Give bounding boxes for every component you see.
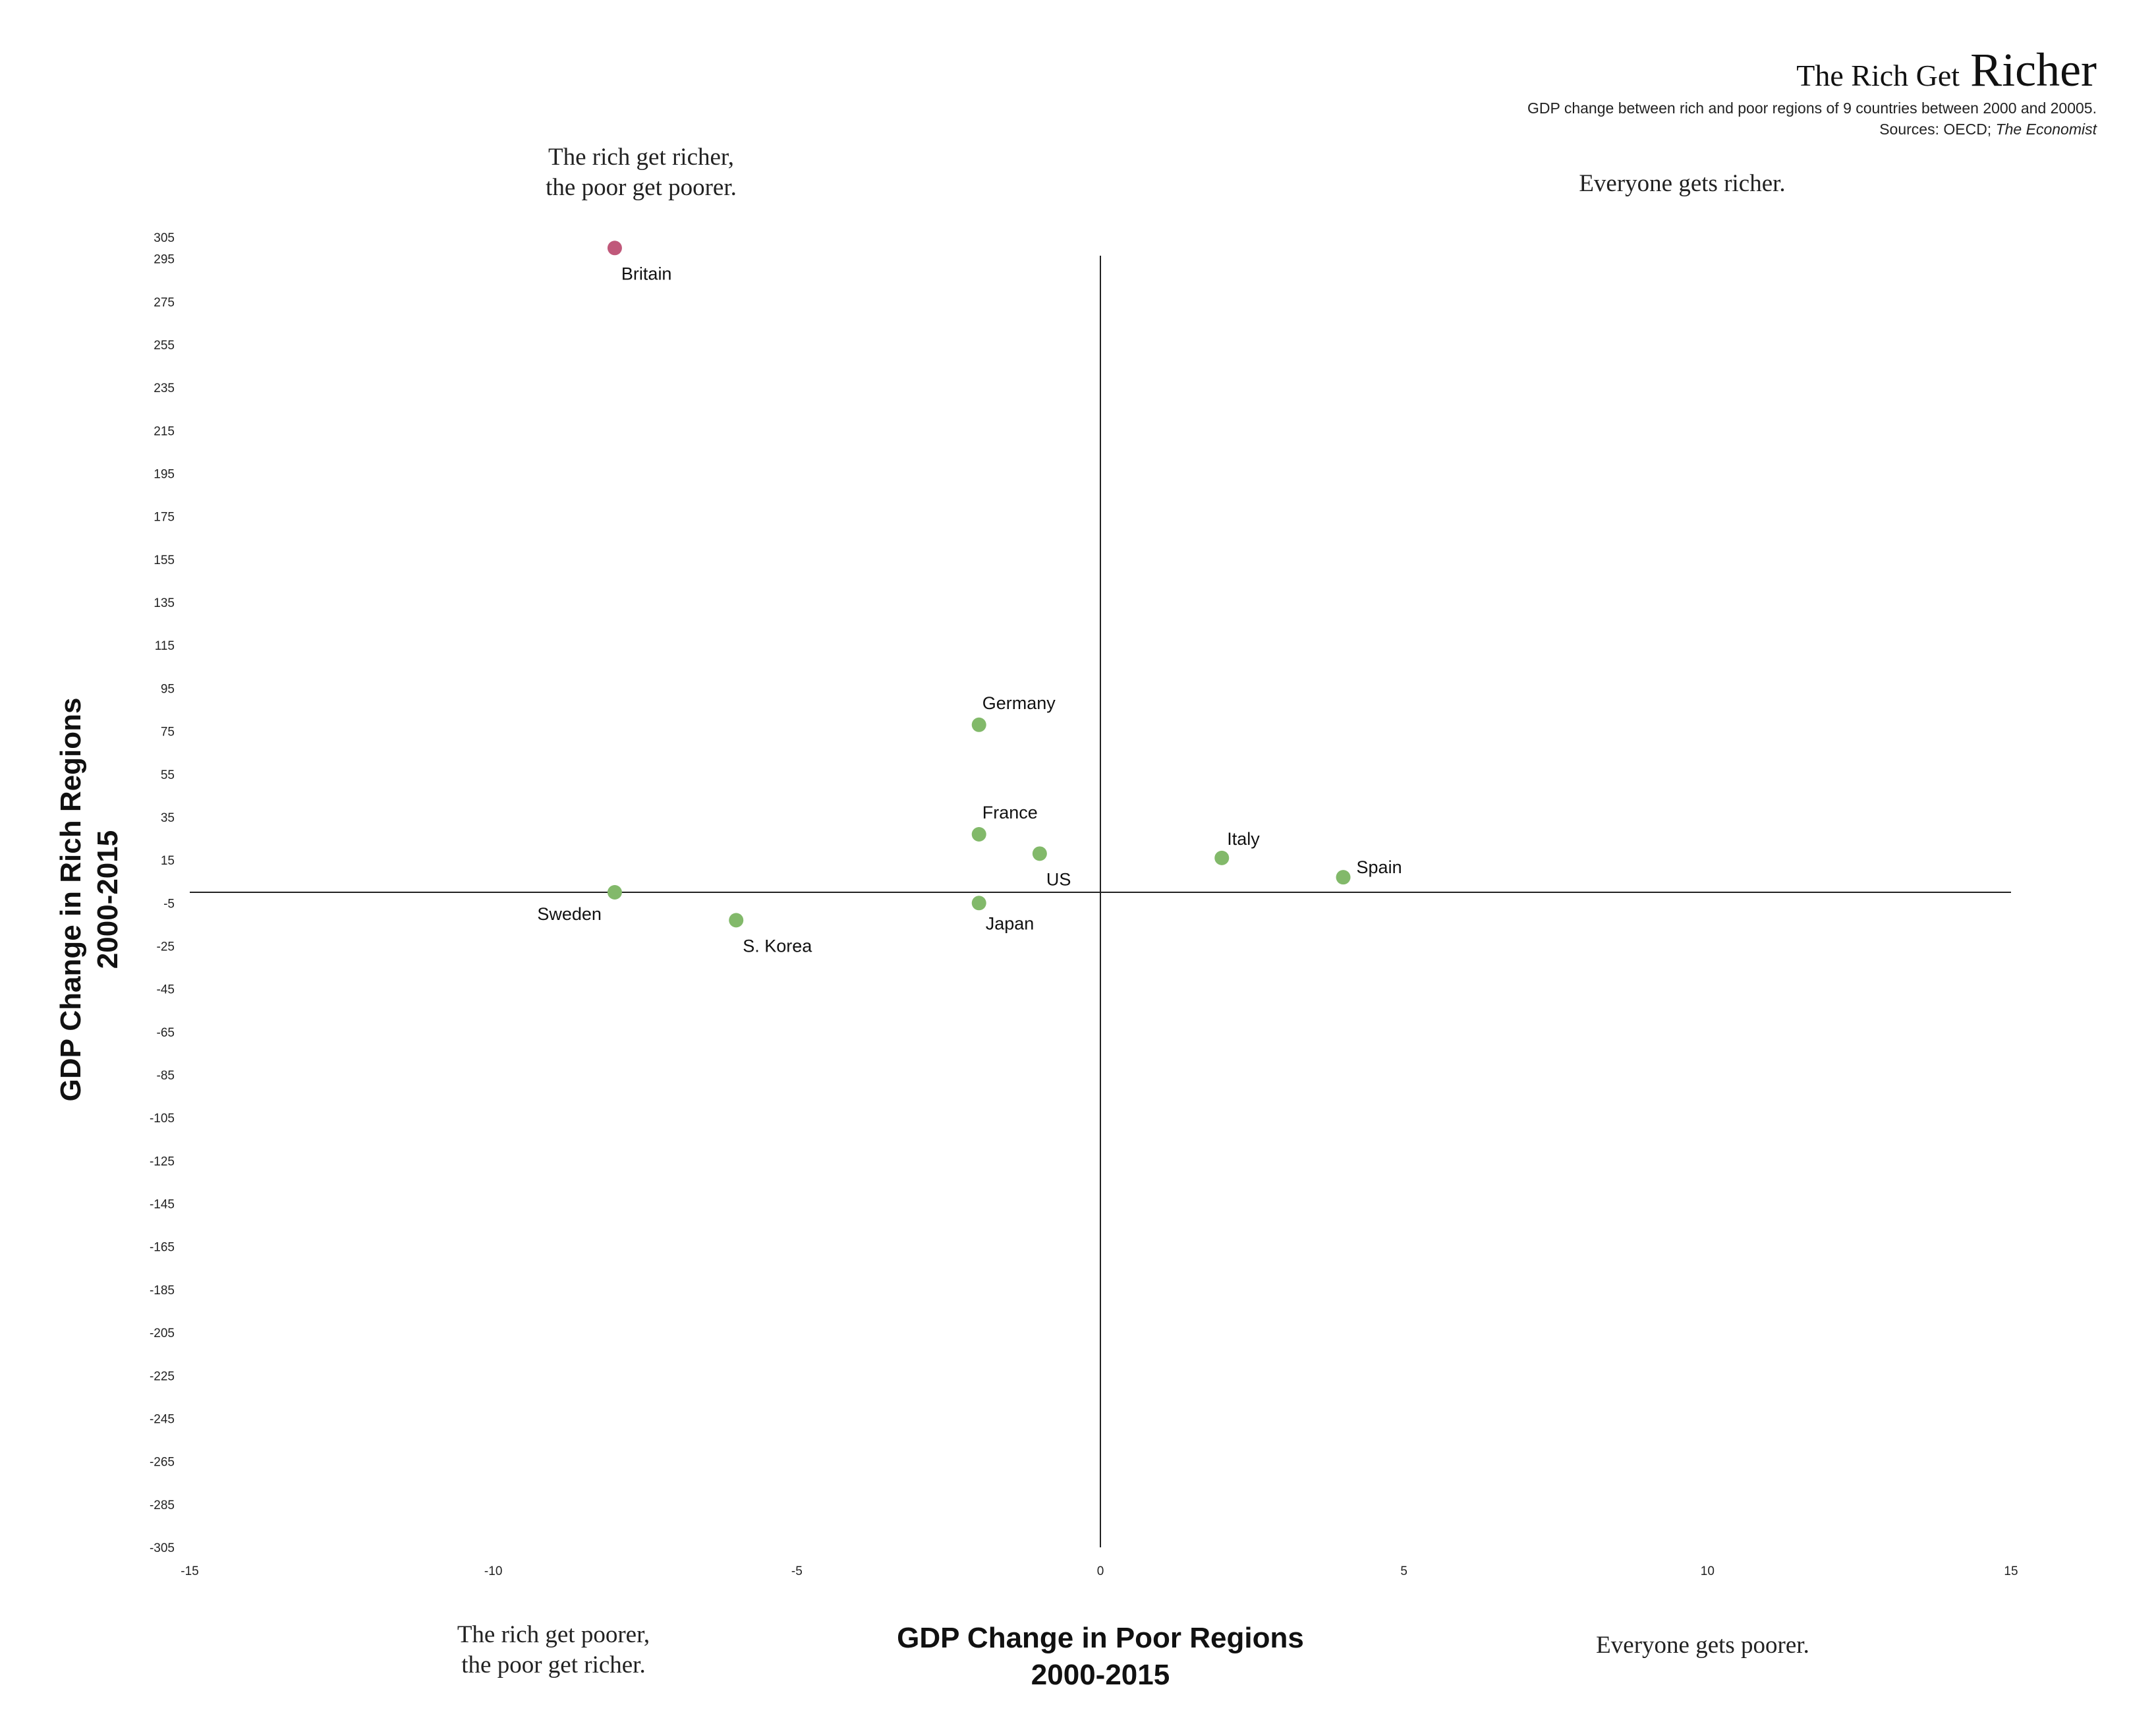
- quadrant-bottom-left-line1: The rich get poorer,: [457, 1621, 650, 1648]
- y-tick-label: 15: [161, 854, 175, 868]
- y-tick-label: -245: [150, 1412, 175, 1426]
- x-axis-title-line1: GDP Change in Poor Regions: [897, 1622, 1304, 1654]
- y-tick-label: -25: [157, 940, 175, 954]
- y-tick-label: 155: [154, 554, 175, 567]
- y-tick-label: 275: [154, 296, 175, 310]
- y-tick-label: -305: [150, 1541, 175, 1555]
- chart-sources: Sources: OECD; The Economist: [1879, 121, 2097, 138]
- point-s-korea: [729, 913, 744, 928]
- y-tick-label: -5: [163, 897, 175, 911]
- y-tick-label: -145: [150, 1198, 175, 1212]
- point-france: [971, 827, 986, 842]
- y-tick-label: -85: [157, 1069, 175, 1083]
- y-tick-label: 55: [161, 768, 175, 782]
- y-tick-label: 95: [161, 682, 175, 696]
- quadrant-bottom-left-line2: the poor get richer.: [461, 1651, 645, 1678]
- x-axis-ticks: -15 -10 -5 0 5 10 15: [181, 1564, 2018, 1578]
- chart-title-emphasis: Richer: [1970, 43, 2097, 96]
- sources-prefix: Sources: OECD;: [1879, 121, 1995, 138]
- data-points: Britain Germany France US Italy Spain Sweden S.…: [537, 241, 1402, 956]
- y-tick-label: 35: [161, 811, 175, 825]
- point-us: [1032, 846, 1047, 861]
- point-sweden: [607, 885, 622, 900]
- x-tick-label: 15: [2004, 1564, 2018, 1578]
- x-axis-title-line2: 2000-2015: [1031, 1659, 1170, 1691]
- x-tick-label: 10: [1701, 1564, 1715, 1578]
- quadrant-top-left-line2: the poor get poorer.: [546, 174, 737, 201]
- chart-title-prefix: The Rich Get: [1796, 59, 1960, 92]
- point-label: Japan: [986, 913, 1035, 933]
- y-tick-label: 235: [154, 382, 175, 395]
- point-germany: [971, 717, 986, 732]
- quadrant-axes: [190, 256, 2011, 1547]
- chart-title: The Rich Get Richer: [1796, 43, 2097, 96]
- y-tick-label: -265: [150, 1456, 175, 1470]
- y-tick-label: 295: [154, 253, 175, 267]
- y-axis-title-line1: GDP Change in Rich Regions: [55, 698, 87, 1102]
- point-label: Britain: [621, 264, 672, 283]
- point-label: S. Korea: [743, 936, 812, 956]
- chart-subtitle: GDP change between rich and poor regions…: [1527, 100, 2097, 117]
- point-label: US: [1046, 869, 1071, 889]
- y-tick-label: -125: [150, 1155, 175, 1168]
- quadrant-bottom-right: Everyone gets poorer.: [1596, 1632, 1809, 1659]
- y-tick-label: -105: [150, 1112, 175, 1126]
- y-axis-title-line2: 2000-2015: [92, 830, 124, 969]
- point-britain: [607, 241, 622, 256]
- point-italy: [1214, 850, 1230, 865]
- point-spain: [1336, 870, 1351, 885]
- y-tick-label: 305: [154, 231, 175, 245]
- y-tick-label: -285: [150, 1499, 175, 1512]
- y-tick-label: 75: [161, 726, 175, 739]
- y-tick-label: -45: [157, 983, 175, 997]
- quadrant-top-left-line1: The rich get richer,: [548, 144, 734, 171]
- y-tick-label: 115: [155, 639, 175, 653]
- x-tick-label: 5: [1400, 1564, 1407, 1578]
- point-label: Germany: [982, 693, 1056, 713]
- sources-italic: The Economist: [1996, 121, 2098, 138]
- y-tick-label: 215: [154, 424, 175, 438]
- x-tick-label: -5: [791, 1564, 803, 1578]
- y-tick-label: 255: [154, 339, 175, 353]
- x-tick-label: 0: [1097, 1564, 1104, 1578]
- point-label: France: [982, 803, 1038, 822]
- y-tick-label: -205: [150, 1327, 175, 1340]
- y-tick-label: 195: [154, 467, 175, 481]
- x-tick-label: -10: [484, 1564, 502, 1578]
- y-tick-label: -185: [150, 1284, 175, 1298]
- y-tick-label: -65: [157, 1026, 175, 1040]
- point-japan: [971, 896, 986, 911]
- y-axis-ticks: 305 295 275 255 235 215 195 175 155 135 115 95 75 55 3…: [150, 231, 175, 1555]
- point-label: Italy: [1227, 829, 1260, 849]
- x-tick-label: -15: [181, 1564, 198, 1578]
- y-tick-label: -165: [150, 1241, 175, 1255]
- point-label: Spain: [1357, 857, 1402, 877]
- point-label: Sweden: [537, 904, 602, 924]
- y-tick-label: -225: [150, 1369, 175, 1383]
- y-tick-label: 135: [154, 596, 175, 610]
- y-tick-label: 175: [154, 511, 175, 525]
- quadrant-top-right: Everyone gets richer.: [1579, 170, 1785, 197]
